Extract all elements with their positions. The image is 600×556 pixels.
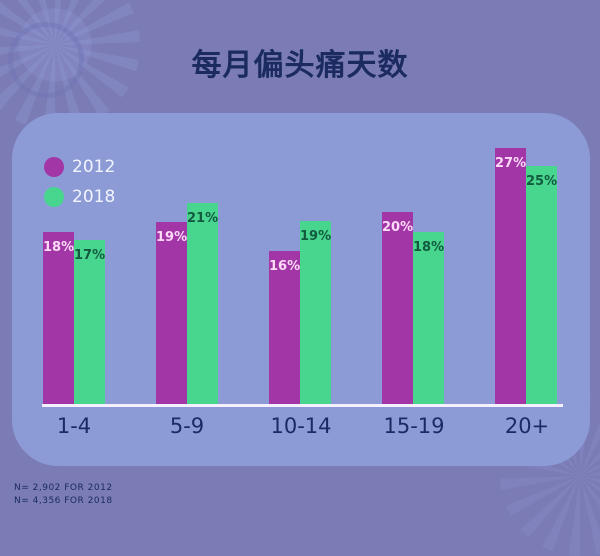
x-tick-label: 15-19 (383, 414, 445, 438)
bar-2018-5-9: 21% (187, 203, 218, 405)
sun-ring-decoration (8, 22, 84, 98)
legend-item-2018: 2018 (44, 182, 115, 212)
legend-dot-2018-icon (44, 187, 64, 207)
legend: 2012 2018 (44, 152, 115, 212)
chart-title: 每月偏头痛天数 (191, 48, 409, 83)
bar-2018-20-plus: 25% (526, 166, 557, 405)
bar-value-label: 16% (269, 259, 301, 274)
sample-size-note-2018: N= 4,356 FOR 2018 (14, 496, 113, 506)
x-tick-label: 10-14 (270, 414, 332, 438)
x-tick-label: 1-4 (56, 414, 92, 438)
bar-value-label: 18% (43, 240, 75, 255)
sample-size-note-2012: N= 2,902 FOR 2012 (14, 483, 113, 493)
bar-2018-10-14: 19% (300, 221, 331, 405)
bar-value-label: 21% (187, 211, 219, 226)
bar-value-label: 25% (526, 174, 558, 189)
bar-2012-15-19: 20% (382, 212, 413, 405)
x-axis-baseline (42, 404, 563, 407)
legend-dot-2012-icon (44, 157, 64, 177)
bar-2018-1-4: 17% (74, 240, 105, 405)
bar-value-label: 18% (413, 240, 445, 255)
legend-label: 2018 (72, 187, 116, 207)
bar-value-label: 19% (300, 229, 332, 244)
legend-item-2012: 2012 (44, 152, 115, 182)
bar-value-label: 27% (495, 156, 527, 171)
x-tick-label: 5-9 (169, 414, 205, 438)
legend-label: 2012 (72, 157, 116, 177)
bar-value-label: 17% (74, 248, 106, 263)
bar-value-label: 19% (156, 230, 188, 245)
bar-2012-1-4: 18% (43, 232, 74, 405)
bar-value-label: 20% (382, 220, 414, 235)
bar-2012-5-9: 19% (156, 222, 187, 405)
bar-2012-20-plus: 27% (495, 148, 526, 405)
bar-2012-10-14: 16% (269, 251, 300, 405)
x-tick-label: 20+ (504, 414, 550, 438)
bar-2018-15-19: 18% (413, 232, 444, 405)
